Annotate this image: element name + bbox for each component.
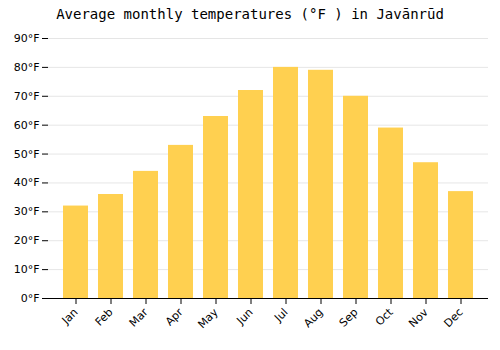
svg-text:50°F: 50°F xyxy=(14,148,40,161)
svg-text:May: May xyxy=(195,305,221,331)
svg-text:90°F: 90°F xyxy=(14,32,40,45)
svg-text:Aug: Aug xyxy=(301,306,325,330)
svg-text:Oct: Oct xyxy=(373,305,396,328)
svg-text:10°F: 10°F xyxy=(14,263,40,276)
svg-text:Dec: Dec xyxy=(441,306,465,330)
svg-text:20°F: 20°F xyxy=(14,234,40,247)
svg-text:Nov: Nov xyxy=(406,305,431,330)
svg-text:Jan: Jan xyxy=(59,306,81,328)
html-text:Average monthly temperatures (: Average monthly temperatures (°F ) in Ja… xyxy=(56,6,444,22)
svg-text:Jun: Jun xyxy=(234,306,256,328)
svg-text:30°F: 30°F xyxy=(14,205,40,218)
svg-text:Sep: Sep xyxy=(337,306,361,330)
svg-text:0°F: 0°F xyxy=(21,292,40,305)
svg-text:70°F: 70°F xyxy=(14,90,40,103)
svg-text:Feb: Feb xyxy=(93,306,116,329)
svg-text:Mar: Mar xyxy=(127,305,151,329)
svg-text:80°F: 80°F xyxy=(14,61,40,74)
svg-text:Apr: Apr xyxy=(163,305,186,328)
svg-text:60°F: 60°F xyxy=(14,119,40,132)
svg-text:Jul: Jul xyxy=(271,306,290,325)
svg-text:40°F: 40°F xyxy=(14,176,40,189)
